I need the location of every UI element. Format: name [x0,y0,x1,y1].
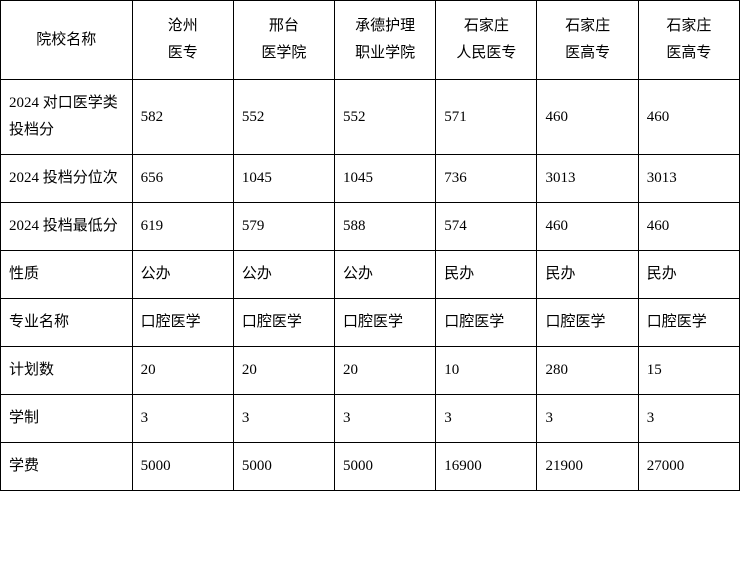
cell-nature-4: 民办 [537,251,638,299]
cell-duration-2: 3 [335,395,436,443]
row-label-duration: 学制 [1,395,133,443]
cell-admission-1: 552 [233,80,334,155]
cell-major-1: 口腔医学 [233,299,334,347]
cell-tuition-2: 5000 [335,443,436,491]
cell-tuition-0: 5000 [132,443,233,491]
table-row-tuition: 学费 5000 5000 5000 16900 21900 27000 [1,443,740,491]
cell-duration-4: 3 [537,395,638,443]
cell-admission-2: 552 [335,80,436,155]
cell-minscore-3: 574 [436,203,537,251]
college-header-4: 石家庄医高专 [537,1,638,80]
college-header-3: 石家庄人民医专 [436,1,537,80]
cell-rank-1: 1045 [233,155,334,203]
cell-duration-5: 3 [638,395,739,443]
table-row-plan-count: 计划数 20 20 20 10 280 15 [1,347,740,395]
cell-duration-0: 3 [132,395,233,443]
cell-major-5: 口腔医学 [638,299,739,347]
cell-major-2: 口腔医学 [335,299,436,347]
row-label-rank: 2024 投档分位次 [1,155,133,203]
table-row-major: 专业名称 口腔医学 口腔医学 口腔医学 口腔医学 口腔医学 口腔医学 [1,299,740,347]
cell-admission-5: 460 [638,80,739,155]
cell-rank-4: 3013 [537,155,638,203]
cell-plan-1: 20 [233,347,334,395]
table-header-row: 院校名称 沧州医专 邢台医学院 承德护理职业学院 石家庄人民医专 石家庄医高专 … [1,1,740,80]
table-row-admission-score: 2024 对口医学类投档分 582 552 552 571 460 460 [1,80,740,155]
cell-minscore-2: 588 [335,203,436,251]
cell-tuition-5: 27000 [638,443,739,491]
row-label-min-score: 2024 投档最低分 [1,203,133,251]
row-label-admission-score: 2024 对口医学类投档分 [1,80,133,155]
row-label-nature: 性质 [1,251,133,299]
row-label-major: 专业名称 [1,299,133,347]
cell-tuition-1: 5000 [233,443,334,491]
cell-admission-3: 571 [436,80,537,155]
cell-plan-3: 10 [436,347,537,395]
college-header-0: 沧州医专 [132,1,233,80]
table-row-min-score: 2024 投档最低分 619 579 588 574 460 460 [1,203,740,251]
table-row-rank: 2024 投档分位次 656 1045 1045 736 3013 3013 [1,155,740,203]
cell-admission-0: 582 [132,80,233,155]
cell-duration-1: 3 [233,395,334,443]
cell-nature-1: 公办 [233,251,334,299]
cell-major-3: 口腔医学 [436,299,537,347]
row-label-plan-count: 计划数 [1,347,133,395]
cell-minscore-4: 460 [537,203,638,251]
cell-major-4: 口腔医学 [537,299,638,347]
cell-plan-2: 20 [335,347,436,395]
cell-duration-3: 3 [436,395,537,443]
table-row-nature: 性质 公办 公办 公办 民办 民办 民办 [1,251,740,299]
cell-minscore-0: 619 [132,203,233,251]
cell-rank-5: 3013 [638,155,739,203]
row-label-tuition: 学费 [1,443,133,491]
cell-minscore-5: 460 [638,203,739,251]
header-label-school: 院校名称 [1,1,133,80]
cell-rank-3: 736 [436,155,537,203]
cell-major-0: 口腔医学 [132,299,233,347]
cell-nature-5: 民办 [638,251,739,299]
cell-nature-3: 民办 [436,251,537,299]
cell-plan-5: 15 [638,347,739,395]
cell-plan-4: 280 [537,347,638,395]
college-header-1: 邢台医学院 [233,1,334,80]
college-header-5: 石家庄医高专 [638,1,739,80]
cell-plan-0: 20 [132,347,233,395]
cell-nature-2: 公办 [335,251,436,299]
college-data-table: 院校名称 沧州医专 邢台医学院 承德护理职业学院 石家庄人民医专 石家庄医高专 … [0,0,740,491]
college-header-2: 承德护理职业学院 [335,1,436,80]
cell-admission-4: 460 [537,80,638,155]
cell-rank-0: 656 [132,155,233,203]
cell-rank-2: 1045 [335,155,436,203]
cell-minscore-1: 579 [233,203,334,251]
cell-nature-0: 公办 [132,251,233,299]
cell-tuition-4: 21900 [537,443,638,491]
table-row-duration: 学制 3 3 3 3 3 3 [1,395,740,443]
cell-tuition-3: 16900 [436,443,537,491]
